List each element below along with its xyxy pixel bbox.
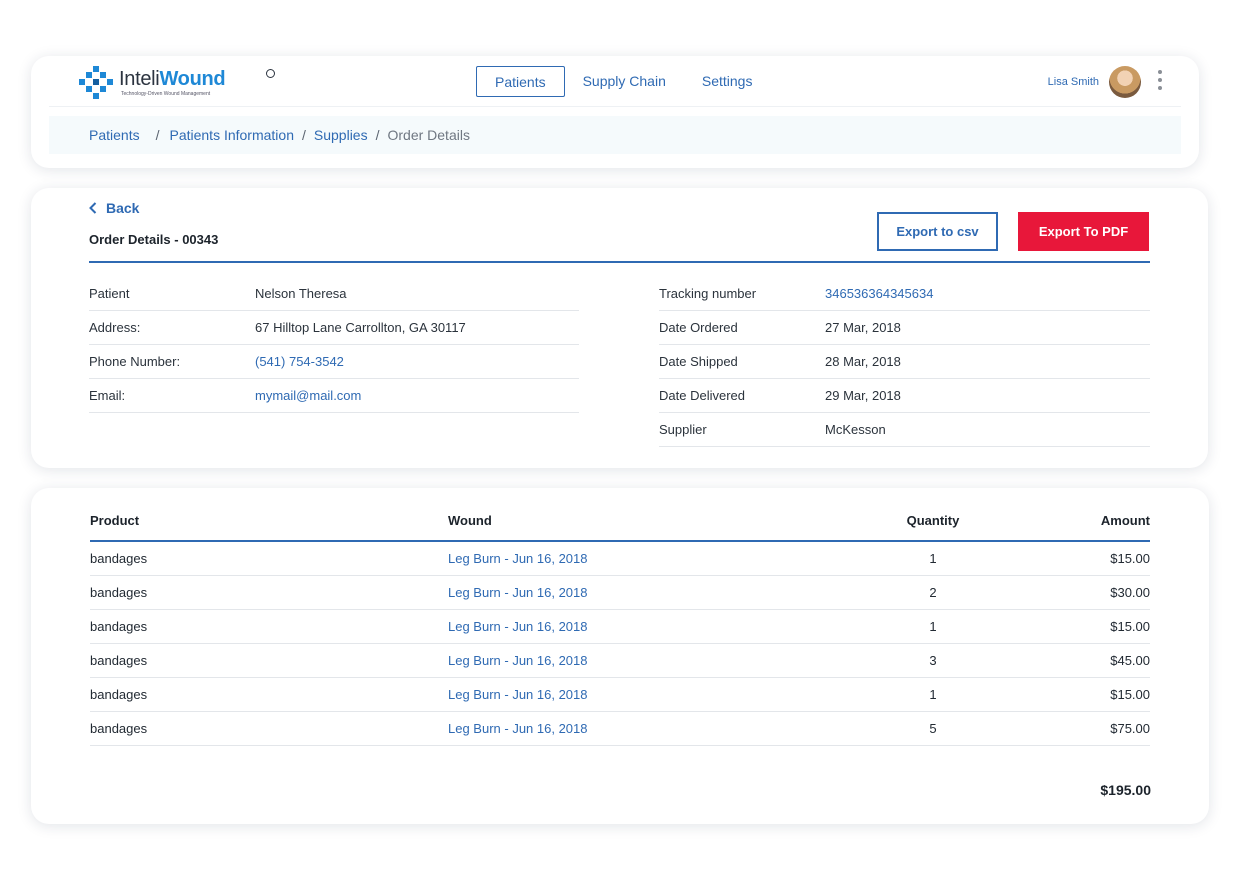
inteliwound-logo[interactable]: InteliWound Technology-Driven Wound Mana…	[79, 66, 275, 100]
info-row-date-delivered: Date Delivered 29 Mar, 2018	[659, 379, 1150, 413]
order-details-card: Back Order Details - 00343 Export to csv…	[31, 188, 1208, 468]
table-row: bandages Leg Burn - Jun 16, 2018 1 $15.0…	[90, 678, 1150, 712]
wound-link[interactable]: Leg Burn - Jun 16, 2018	[448, 551, 588, 566]
shipment-info-list: Tracking number 346536364345634 Date Ord…	[659, 277, 1150, 447]
export-csv-button[interactable]: Export to csv	[877, 212, 998, 251]
table-row: bandages Leg Burn - Jun 16, 2018 5 $75.0…	[90, 712, 1150, 746]
quantity-cell: 3	[929, 653, 937, 668]
wound-link[interactable]: Leg Burn - Jun 16, 2018	[448, 585, 588, 600]
chevron-left-icon	[89, 202, 97, 214]
back-link[interactable]: Back	[89, 200, 139, 216]
avatar[interactable]	[1109, 66, 1141, 98]
user-menu[interactable]: Lisa Smith	[1048, 66, 1141, 98]
amount-cell: $30.00	[1110, 585, 1150, 600]
quantity-cell: 2	[929, 585, 937, 600]
breadcrumb-separator: /	[375, 127, 380, 143]
column-header-quantity: Quantity	[906, 512, 960, 528]
table-row: bandages Leg Burn - Jun 16, 2018 2 $30.0…	[90, 576, 1150, 610]
product-cell: bandages	[90, 687, 148, 702]
date-delivered-value: 29 Mar, 2018	[825, 388, 901, 403]
info-label: Date Shipped	[659, 354, 738, 369]
info-label: Phone Number:	[89, 354, 181, 369]
amount-cell: $15.00	[1110, 687, 1150, 702]
info-label: Email:	[89, 388, 126, 403]
info-label: Tracking number	[659, 286, 757, 301]
breadcrumb-current: Order Details	[387, 127, 470, 143]
product-cell: bandages	[90, 721, 148, 736]
supplier-value: McKesson	[825, 422, 886, 437]
nav-tab-supply-chain[interactable]: Supply Chain	[582, 73, 666, 89]
info-row-tracking: Tracking number 346536364345634	[659, 277, 1150, 311]
patient-name-value: Nelson Theresa	[255, 286, 347, 301]
quantity-cell: 1	[929, 687, 937, 702]
quantity-cell: 1	[929, 551, 937, 566]
breadcrumb-patients[interactable]: Patients	[89, 127, 140, 143]
address-value: 67 Hilltop Lane Carrollton, GA 30117	[255, 320, 466, 335]
info-row-patient: Patient Nelson Theresa	[89, 277, 579, 311]
column-header-product: Product	[90, 512, 140, 528]
info-row-address: Address: 67 Hilltop Lane Carrollton, GA …	[89, 311, 579, 345]
nav-tab-settings[interactable]: Settings	[701, 73, 753, 89]
order-divider	[89, 261, 1150, 263]
page-title: Order Details - 00343	[89, 232, 219, 247]
order-total: $195.00	[1100, 782, 1151, 798]
back-label[interactable]: Back	[106, 200, 140, 216]
quantity-cell: 1	[929, 619, 937, 634]
table-row: bandages Leg Burn - Jun 16, 2018 1 $15.0…	[90, 542, 1150, 576]
info-label: Supplier	[659, 422, 707, 437]
product-cell: bandages	[90, 619, 148, 634]
top-header-card: InteliWound Technology-Driven Wound Mana…	[31, 56, 1199, 168]
logo-tagline: Technology-Driven Wound Management	[121, 91, 211, 97]
column-header-wound: Wound	[448, 512, 492, 528]
breadcrumb: Patients / Patients Information / Suppli…	[49, 116, 1181, 154]
wound-link[interactable]: Leg Burn - Jun 16, 2018	[448, 653, 588, 668]
info-label: Date Ordered	[659, 320, 738, 335]
kebab-menu-icon[interactable]	[1158, 70, 1163, 92]
column-header-amount: Amount	[1100, 512, 1150, 528]
phone-link[interactable]: (541) 754-3542	[255, 354, 344, 369]
info-label: Patient	[89, 286, 130, 301]
user-name[interactable]: Lisa Smith	[1047, 76, 1099, 88]
amount-cell: $45.00	[1110, 653, 1150, 668]
wound-link[interactable]: Leg Burn - Jun 16, 2018	[448, 721, 588, 736]
product-cell: bandages	[90, 551, 148, 566]
info-label: Date Delivered	[659, 388, 745, 403]
info-row-date-ordered: Date Ordered 27 Mar, 2018	[659, 311, 1150, 345]
nav-tab-patients[interactable]: Patients	[476, 66, 565, 97]
logo-wordmark: InteliWound	[119, 68, 226, 90]
info-row-date-shipped: Date Shipped 28 Mar, 2018	[659, 345, 1150, 379]
date-shipped-value: 28 Mar, 2018	[825, 354, 901, 369]
amount-cell: $75.00	[1110, 721, 1150, 736]
logo-mark-icon	[79, 66, 113, 100]
email-link[interactable]: mymail@mail.com	[255, 388, 362, 403]
wound-link[interactable]: Leg Burn - Jun 16, 2018	[448, 687, 588, 702]
amount-cell: $15.00	[1110, 619, 1150, 634]
product-cell: bandages	[90, 585, 148, 600]
products-card: Product Wound Quantity Amount bandages L…	[31, 488, 1209, 824]
breadcrumb-separator: /	[155, 127, 160, 143]
info-label: Address:	[89, 320, 141, 335]
patient-info-list: Patient Nelson Theresa Address: 67 Hillt…	[89, 277, 579, 413]
table-header-row: Product Wound Quantity Amount	[90, 500, 1150, 542]
table-row: bandages Leg Burn - Jun 16, 2018 3 $45.0…	[90, 644, 1150, 678]
amount-cell: $15.00	[1110, 551, 1150, 566]
export-pdf-button[interactable]: Export To PDF	[1018, 212, 1149, 251]
breadcrumb-patients-information[interactable]: Patients Information	[169, 127, 294, 143]
table-row: bandages Leg Burn - Jun 16, 2018 1 $15.0…	[90, 610, 1150, 644]
info-row-supplier: Supplier McKesson	[659, 413, 1150, 447]
breadcrumb-supplies[interactable]: Supplies	[313, 127, 368, 143]
header-divider	[49, 106, 1181, 107]
info-row-phone: Phone Number: (541) 754-3542	[89, 345, 579, 379]
products-table: Product Wound Quantity Amount bandages L…	[90, 500, 1150, 746]
breadcrumb-separator: /	[302, 127, 306, 143]
product-cell: bandages	[90, 653, 148, 668]
tracking-number-link[interactable]: 346536364345634	[825, 286, 934, 301]
quantity-cell: 5	[929, 721, 937, 736]
date-ordered-value: 27 Mar, 2018	[825, 320, 901, 335]
main-nav: Patients Supply Chain Settings	[476, 66, 770, 97]
info-row-email: Email: mymail@mail.com	[89, 379, 579, 413]
wound-link[interactable]: Leg Burn - Jun 16, 2018	[448, 619, 588, 634]
registered-mark-icon	[266, 69, 275, 78]
